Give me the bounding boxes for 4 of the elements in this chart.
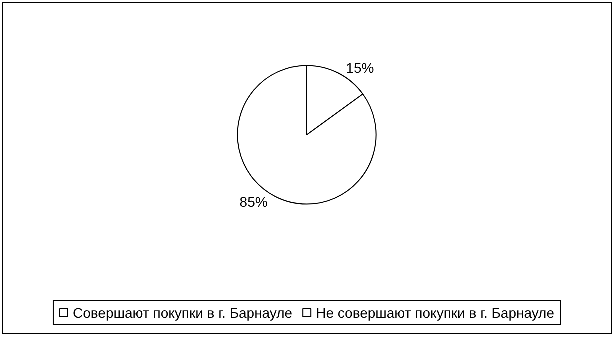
- data-label: 15%: [346, 60, 374, 76]
- legend-label: Не совершают покупки в г. Барнауле: [316, 305, 555, 321]
- data-label: 85%: [240, 194, 268, 210]
- legend-label: Совершают покупки в г. Барнауле: [72, 305, 293, 321]
